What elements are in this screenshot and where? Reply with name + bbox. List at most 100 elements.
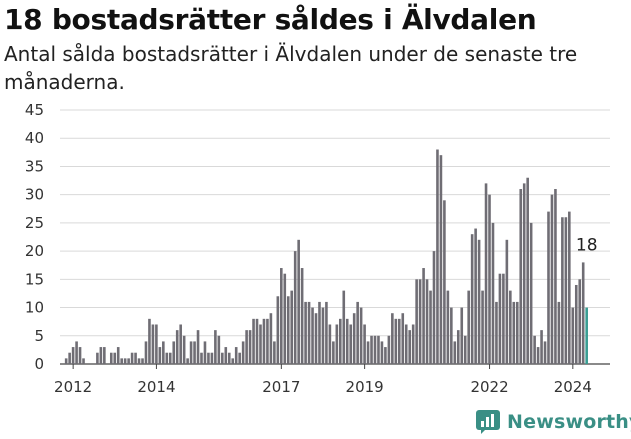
bar [571,307,575,364]
bar [71,347,75,364]
bar [404,324,408,364]
x-tick-label: 2012 [54,378,92,396]
bar [262,318,266,364]
bar [64,358,68,364]
bar [474,228,477,364]
bar [259,324,262,364]
bar [238,352,241,364]
bar [561,217,564,364]
bar [155,324,158,364]
bar [366,341,370,364]
bar [425,279,429,364]
bar [158,347,162,364]
bar [436,149,439,364]
y-tick-label: 20 [25,242,44,260]
bar [481,290,484,364]
bar [266,318,269,364]
bar [68,352,71,364]
bar [467,290,470,364]
bar [217,335,221,364]
x-tick-label: 2017 [262,378,300,396]
bar [325,301,328,364]
bar [144,341,148,364]
bar [245,330,248,364]
highlight-value-label: 18 [576,235,598,255]
bar [293,251,297,364]
bar [269,313,273,364]
bar [547,211,550,364]
bar [418,279,422,364]
bar [189,341,193,364]
bar [498,273,502,364]
bar [182,335,186,364]
bar [557,301,561,364]
y-tick-label: 5 [34,327,44,345]
bar [148,318,151,364]
bar [488,194,491,364]
bar [484,183,488,364]
bar [307,301,311,364]
bar [304,301,307,364]
bar [380,341,384,364]
x-tick-label: 2014 [137,378,175,396]
bar [502,273,505,364]
bar [273,341,276,364]
x-tick-label: 2022 [470,378,508,396]
bar [248,330,252,364]
bar [401,313,405,364]
bar [453,341,457,364]
bar [203,341,207,364]
bar [515,301,519,364]
bar [581,262,585,364]
bar [526,177,529,364]
bar [283,273,287,364]
bar [141,358,144,364]
y-tick-label: 0 [34,355,44,373]
brand-name: Newsworthy [507,411,631,433]
bar [186,358,189,364]
bar [463,335,467,364]
bar [210,352,214,364]
bar [297,239,300,364]
bar [196,330,200,364]
bar [290,290,294,364]
y-tick-label: 40 [25,129,44,147]
bar [568,211,571,364]
bar [172,341,176,364]
bar [255,318,259,364]
chart-subtitle: Antal sålda bostadsrätter i Älvdalen und… [4,42,578,94]
bar [495,301,498,364]
bar [522,183,526,364]
bar [276,296,280,364]
bar [359,307,363,364]
bar [352,313,356,364]
bar [321,307,325,364]
bar [311,307,314,364]
bar [411,324,415,364]
bar [214,330,217,364]
bar [332,341,335,364]
bar [234,347,238,364]
bar [554,189,557,364]
bar [422,268,425,364]
chart-logo-icon [476,410,500,434]
bar [509,290,512,364]
bar [318,301,321,364]
bar [123,358,127,364]
bar [470,234,474,364]
newsworthy-logo: Newsworthy [476,408,631,436]
bar [113,352,117,364]
bar [162,341,165,364]
bar [175,330,179,364]
y-tick-label: 35 [25,157,44,175]
bar [370,335,373,364]
bar [529,222,533,364]
bar [345,318,349,364]
bar [432,251,436,364]
bar [505,239,509,364]
bar [439,155,443,364]
bar [429,290,432,364]
bar [82,358,85,364]
bar [477,239,481,364]
